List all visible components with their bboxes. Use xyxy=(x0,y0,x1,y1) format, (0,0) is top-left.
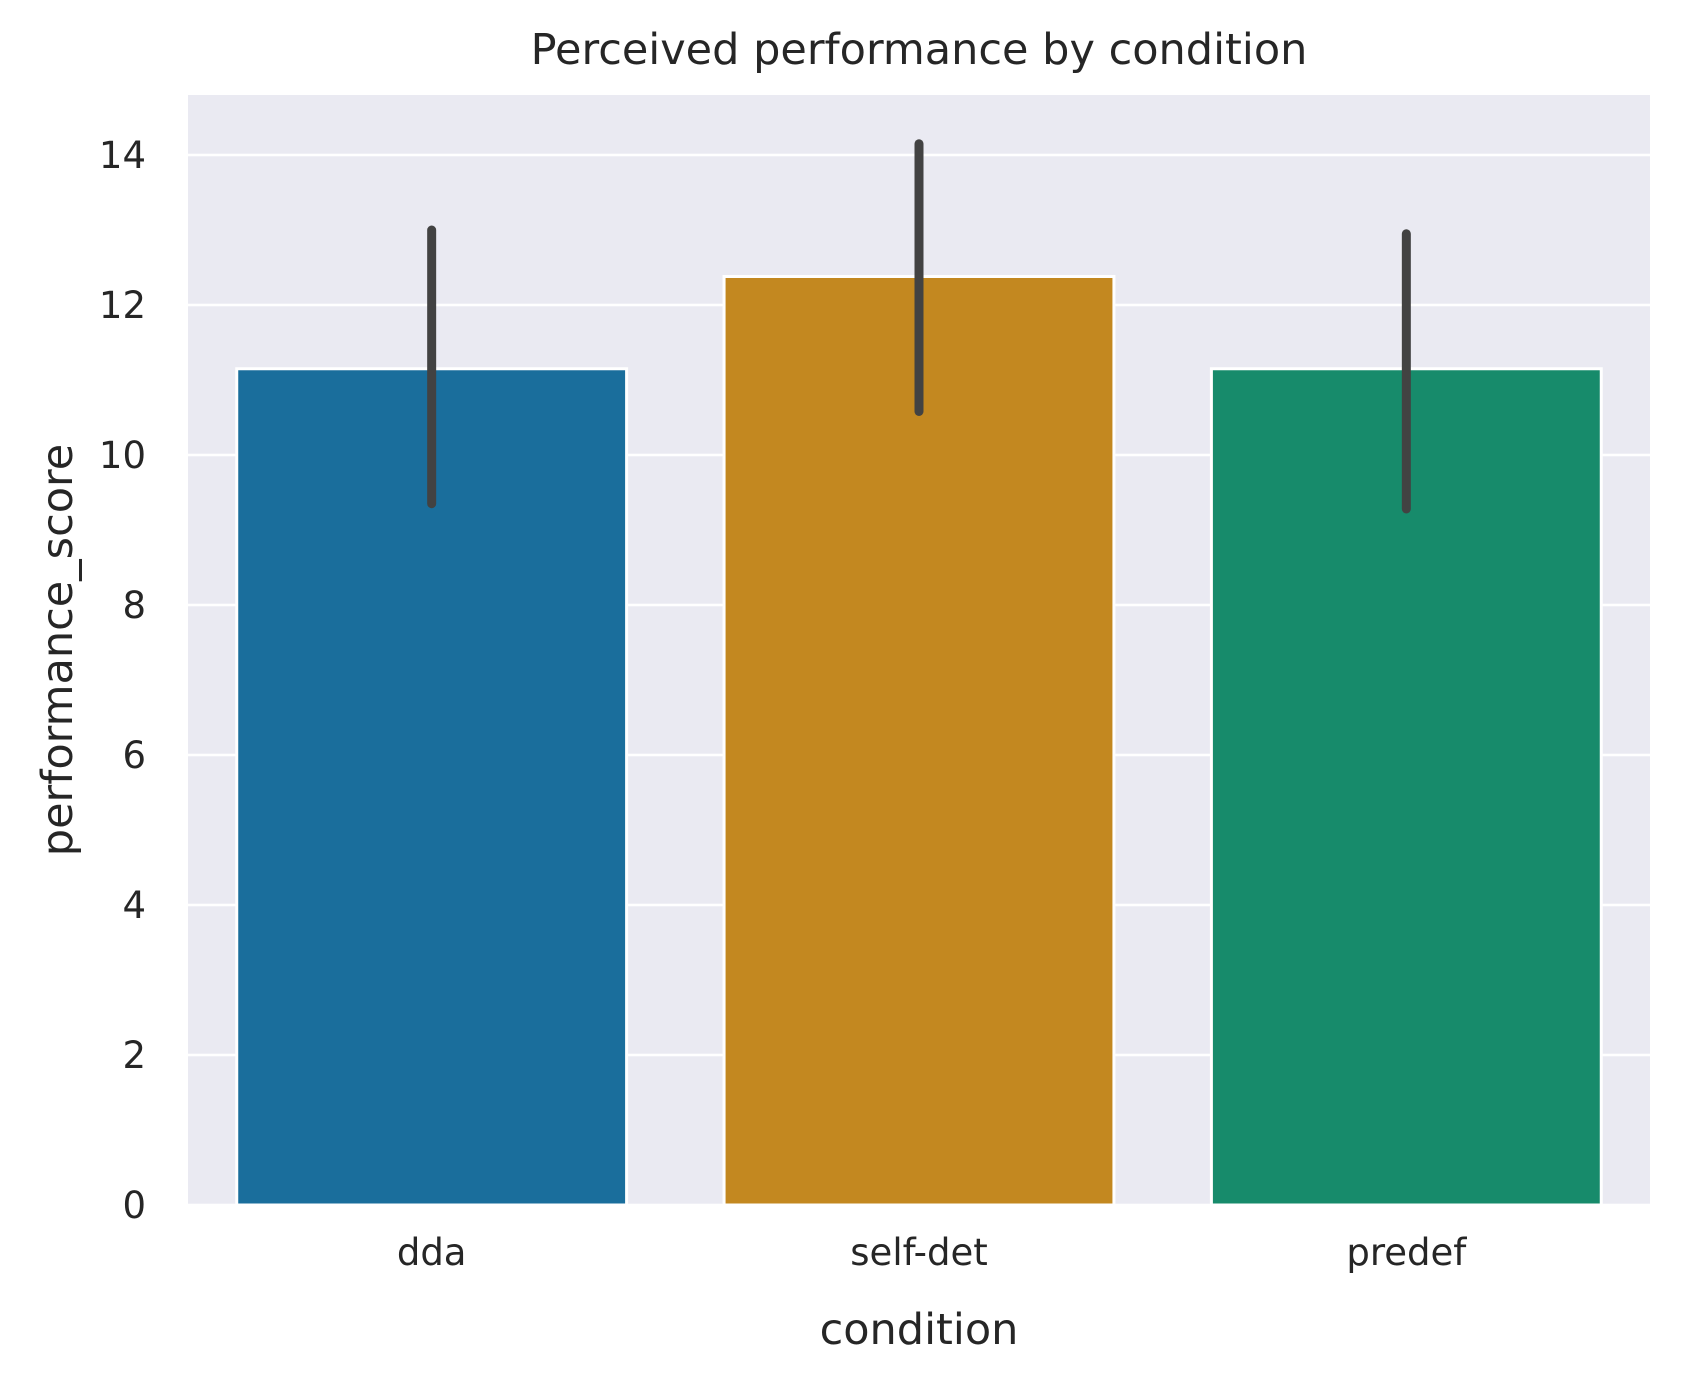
y-tick-label: 6 xyxy=(122,734,146,777)
y-tick-label: 2 xyxy=(122,1034,146,1077)
bars xyxy=(235,275,1603,1207)
y-tick-label: 4 xyxy=(122,884,146,927)
y-tick-label: 14 xyxy=(99,134,146,177)
x-tick-label: predef xyxy=(1346,1231,1467,1274)
x-axis-label: condition xyxy=(820,1305,1019,1355)
y-tick-label: 0 xyxy=(122,1184,146,1227)
y-tick-label: 8 xyxy=(122,584,146,627)
x-tick-label: dda xyxy=(397,1231,467,1274)
error-bars xyxy=(427,139,1411,514)
x-tick-label: self-det xyxy=(850,1231,987,1274)
y-axis-label: performance_score xyxy=(33,444,83,856)
chart-title: Perceived performance by condition xyxy=(531,25,1308,75)
y-tick-labels: 0 2 4 6 8 10 12 14 xyxy=(99,134,146,1227)
y-tick-label: 12 xyxy=(99,284,146,327)
bar-self-det xyxy=(722,275,1116,1207)
y-tick-label: 10 xyxy=(99,434,146,477)
x-tick-labels: dda self-det predef xyxy=(397,1231,1467,1274)
